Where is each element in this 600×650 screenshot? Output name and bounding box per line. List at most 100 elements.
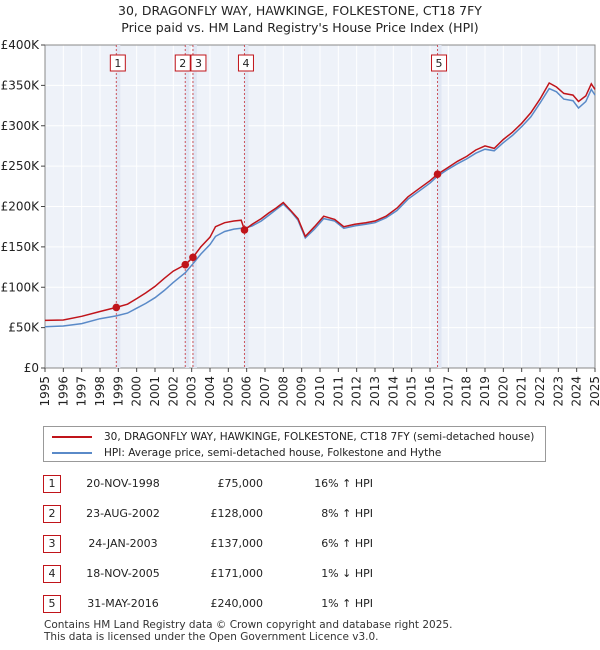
x-tick-label: 2010 — [313, 376, 327, 407]
x-tick-label: 2007 — [258, 376, 272, 407]
x-tick-label: 2020 — [496, 376, 510, 407]
legend-item-hpi: HPI: Average price, semi-detached house,… — [52, 447, 441, 459]
sale-label: 1 — [114, 57, 121, 70]
y-tick-label: £300K — [1, 119, 41, 133]
y-tick-label: £200K — [1, 200, 41, 214]
chart-title-line1: 30, DRAGONFLY WAY, HAWKINGE, FOLKESTONE,… — [118, 3, 482, 18]
x-tick-label: 1995 — [38, 376, 52, 407]
x-tick-label: 2019 — [478, 376, 492, 407]
x-tick-label: 2016 — [423, 376, 437, 407]
sale-date: 18-NOV-2005 — [86, 567, 160, 580]
sale-hpi-diff: 1% ↓ HPI — [321, 567, 373, 580]
sale-hpi-diff: 6% ↑ HPI — [321, 537, 373, 550]
sale-span — [192, 45, 197, 368]
x-tick-label: 2024 — [570, 376, 584, 407]
sale-number-badge: 2 — [43, 505, 61, 523]
sale-date: 23-AUG-2002 — [86, 507, 160, 520]
sale-point — [240, 226, 249, 234]
sale-date: 31-MAY-2016 — [87, 597, 159, 610]
chart-title-line2: Price paid vs. HM Land Registry's House … — [121, 20, 478, 35]
sale-point — [181, 260, 190, 269]
table-row: 4 18-NOV-2005 £171,000 1% ↓ HPI — [43, 565, 423, 583]
sale-span — [244, 45, 249, 368]
sale-label-box — [431, 54, 448, 72]
sale-label-box — [237, 54, 254, 72]
sale-price: £75,000 — [217, 477, 264, 490]
table-row: 2 23-AUG-2002 £128,000 8% ↑ HPI — [43, 505, 423, 523]
x-tick-label: 1996 — [56, 376, 70, 407]
series-line — [44, 87, 596, 328]
legend-swatch-hpi — [52, 452, 92, 454]
sale-number-badge: 3 — [43, 535, 61, 553]
sale-label-box — [109, 54, 126, 72]
sale-label: 4 — [242, 57, 249, 70]
table-row: 1 20-NOV-1998 £75,000 16% ↑ HPI — [43, 475, 423, 493]
x-tick-label: 2003 — [185, 376, 199, 407]
legend-swatch-property — [52, 436, 92, 438]
x-tick-label: 2011 — [331, 376, 345, 407]
sale-date: 20-NOV-1998 — [86, 477, 160, 490]
x-tick-label: 1999 — [111, 376, 125, 407]
y-tick-label: £250K — [1, 159, 41, 173]
x-tick-label: 1998 — [93, 376, 107, 407]
legend-label-hpi: HPI: Average price, semi-detached house,… — [104, 447, 442, 459]
sale-point — [112, 303, 121, 312]
x-tick-label: 2025 — [588, 376, 600, 407]
x-tick-label: 2021 — [515, 376, 529, 407]
y-tick-label: £350K — [1, 78, 41, 92]
y-tick-label: £100K — [1, 280, 41, 294]
sale-hpi-diff: 8% ↑ HPI — [321, 507, 373, 520]
x-tick-label: 2018 — [460, 376, 474, 407]
x-tick-label: 2000 — [130, 376, 144, 407]
x-tick-label: 2017 — [441, 376, 455, 407]
sale-span — [116, 45, 121, 368]
sale-number-badge: 4 — [43, 565, 61, 583]
sale-number-badge: 1 — [43, 475, 61, 493]
series-line — [44, 81, 596, 322]
x-tick-label: 2001 — [148, 376, 162, 407]
sale-spans — [115, 45, 442, 368]
price-chart: 30, DRAGONFLY WAY, HAWKINGE, FOLKESTONE,… — [1, 3, 600, 407]
x-tick-label: 2012 — [350, 376, 364, 407]
sale-number-badge: 5 — [43, 595, 61, 613]
sale-span — [185, 45, 190, 368]
x-tick-label: 2004 — [203, 376, 217, 407]
table-row: 5 31-MAY-2016 £240,000 1% ↑ HPI — [43, 595, 423, 613]
sale-price: £171,000 — [210, 567, 264, 580]
sale-hpi-diff: 16% ↑ HPI — [314, 477, 373, 490]
x-tick-label: 2015 — [405, 376, 419, 407]
sale-price: £240,000 — [210, 597, 264, 610]
footer-licence: This data is licensed under the Open Gov… — [44, 631, 379, 643]
sale-label-box — [190, 54, 207, 72]
sale-point — [189, 253, 197, 262]
sale-date: 24-JAN-2003 — [88, 537, 158, 550]
sale-price: £128,000 — [210, 507, 264, 520]
x-tick-label: 2002 — [166, 376, 180, 407]
x-tick-label: 2008 — [276, 376, 290, 407]
x-tick-label: 1997 — [75, 376, 89, 407]
sale-price: £137,000 — [210, 537, 264, 550]
footer: Contains HM Land Registry data © Crown c… — [44, 619, 452, 643]
y-tick-label: £400K — [1, 38, 41, 52]
sale-span — [437, 45, 442, 368]
y-tick-label: £50K — [8, 321, 40, 335]
footer-copyright: Contains HM Land Registry data © Crown c… — [44, 619, 453, 631]
y-tick-label: £0 — [24, 361, 39, 375]
x-tick-label: 2023 — [551, 376, 565, 407]
table-row: 3 24-JAN-2003 £137,000 6% ↑ HPI — [43, 535, 423, 553]
sale-hpi-diff: 1% ↑ HPI — [321, 597, 373, 610]
sale-label: 3 — [195, 57, 202, 70]
sale-point — [433, 170, 442, 178]
x-axis: 1995 1996 1997 1998 1999 2000 2001 2002 2003 2004… — [38, 368, 600, 407]
sale-label: 5 — [436, 57, 443, 70]
legend: 30, DRAGONFLY WAY, HAWKINGE, FOLKESTONE,… — [43, 426, 546, 462]
x-tick-label: 2014 — [386, 376, 400, 407]
sale-label-box — [174, 54, 191, 72]
x-tick-label: 2006 — [240, 376, 254, 407]
legend-item-property: 30, DRAGONFLY WAY, HAWKINGE, FOLKESTONE,… — [52, 431, 534, 443]
legend-label-property: 30, DRAGONFLY WAY, HAWKINGE, FOLKESTONE,… — [104, 431, 535, 443]
x-tick-label: 2009 — [295, 376, 309, 407]
sale-label: 2 — [179, 57, 186, 70]
x-tick-label: 2013 — [368, 376, 382, 407]
